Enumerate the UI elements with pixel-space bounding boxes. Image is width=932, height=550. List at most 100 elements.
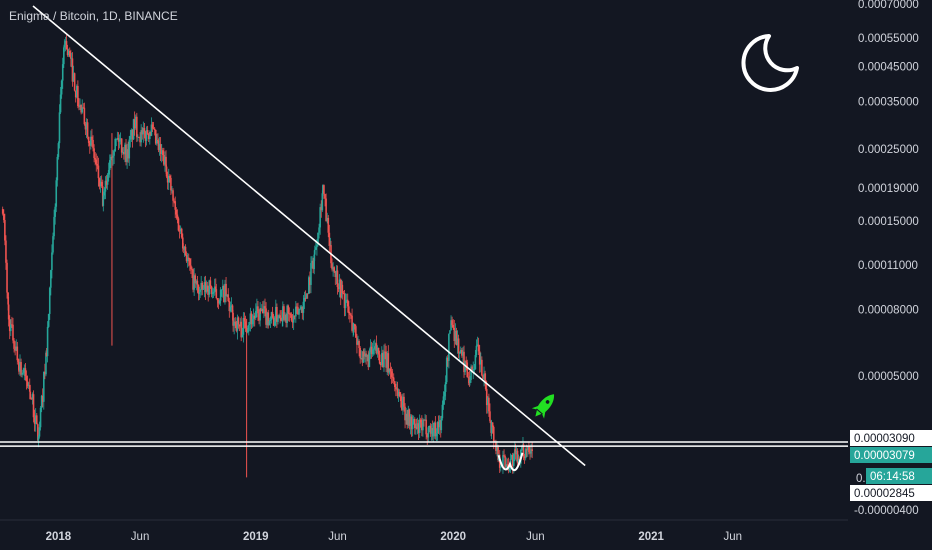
time-tick-label: 2021	[638, 531, 664, 543]
price-tag: -0.00000400	[854, 505, 919, 517]
candle-body	[334, 271, 337, 278]
candle-body	[91, 136, 93, 140]
candle-body	[484, 379, 487, 389]
candle-body	[452, 324, 455, 328]
price-tag: 0.00003090	[854, 433, 915, 445]
candle-body	[32, 394, 35, 418]
candle-body	[268, 321, 271, 326]
double-bottom-drawing[interactable]	[497, 452, 524, 472]
candle-body	[37, 424, 39, 441]
candle-body	[80, 104, 82, 113]
candle-body	[67, 51, 70, 56]
candle-body	[34, 415, 37, 424]
candle-body	[72, 73, 75, 82]
candle-body	[511, 454, 514, 466]
candle-body	[16, 346, 19, 361]
candle-body	[388, 368, 391, 373]
candle-body	[12, 324, 14, 341]
candle-body	[73, 73, 76, 91]
candle-body	[55, 180, 58, 207]
candle-body	[398, 391, 401, 397]
candle-body	[453, 327, 456, 342]
candle-body	[186, 257, 189, 262]
countdown-tag: 06:14:58	[870, 471, 915, 483]
candle-body	[251, 319, 254, 325]
candle-body	[503, 455, 505, 457]
candle-body	[374, 343, 377, 347]
candle-body	[273, 321, 276, 326]
candle-body	[189, 258, 191, 266]
candle-body	[108, 160, 111, 171]
candle-body	[323, 185, 325, 195]
candle-body	[417, 423, 420, 433]
candle-body	[228, 301, 231, 312]
candle-body	[465, 360, 467, 363]
candle-body	[502, 455, 504, 466]
time-axis[interactable]: 2018 Jun 2019 Jun 2020 Jun 2021 Jun	[0, 519, 848, 543]
candle-body	[182, 248, 185, 250]
price-tick-label: 0.00005000	[858, 371, 919, 383]
candle-body	[370, 346, 373, 355]
candle-body	[255, 311, 257, 319]
candle-body	[525, 449, 528, 451]
candle-body	[443, 391, 446, 397]
candle-body	[327, 217, 330, 233]
candle-body	[227, 294, 230, 302]
price-axis[interactable]: 0.00070000 0.00055000 0.00045000 0.00035000…	[858, 0, 919, 383]
candle-body	[288, 313, 291, 315]
candle-body	[198, 291, 201, 295]
candle-body	[220, 289, 223, 291]
candle-body	[422, 419, 424, 431]
candle-body	[387, 353, 390, 373]
candle-body	[195, 280, 198, 284]
candle-body	[305, 293, 308, 299]
price-tag-bg	[850, 485, 932, 501]
candle-body	[137, 137, 139, 138]
candle-body	[336, 270, 339, 288]
candle-body	[103, 191, 106, 196]
candle-body	[485, 388, 488, 406]
candle-body	[384, 351, 386, 353]
candle-body	[295, 306, 297, 317]
candle-body	[187, 257, 190, 259]
candle-body	[257, 306, 259, 314]
candle-body	[504, 456, 506, 468]
candle-body	[211, 292, 214, 295]
candle-body	[344, 300, 347, 309]
candle-body	[313, 254, 316, 270]
candle-body	[192, 269, 194, 290]
candle-body	[299, 308, 301, 310]
time-tick-label: 2018	[46, 531, 72, 543]
candle-body	[276, 306, 278, 322]
candle-body	[260, 308, 263, 312]
candle-body	[56, 156, 59, 181]
candle-body	[517, 458, 520, 464]
candle-body	[297, 307, 299, 315]
candle-body	[7, 292, 9, 305]
candle-body	[524, 449, 527, 459]
candle-body	[419, 419, 422, 423]
candle-body	[134, 116, 137, 129]
candle-body	[28, 385, 31, 392]
candle-body	[312, 260, 314, 270]
candle-body	[154, 129, 157, 144]
candle-body	[458, 353, 461, 354]
candle-body	[100, 181, 103, 187]
candle-body	[88, 142, 91, 146]
candle-body	[263, 306, 265, 314]
candle-body	[264, 306, 266, 309]
candle-body	[30, 398, 33, 400]
candle-body	[199, 289, 201, 292]
candle-body	[106, 174, 109, 185]
candle-body	[243, 318, 246, 322]
candle-body	[265, 308, 267, 325]
candle-body	[478, 351, 481, 365]
candle-body	[64, 41, 67, 45]
candle-body	[510, 454, 513, 460]
candle-body	[66, 49, 69, 56]
candle-body	[401, 401, 403, 410]
candle-body	[146, 130, 149, 134]
candle-body	[184, 246, 187, 256]
descending-trendline[interactable]	[32, 5, 586, 467]
